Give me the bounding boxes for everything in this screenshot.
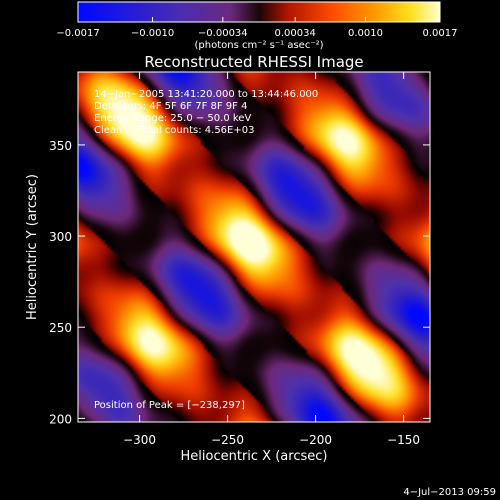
x-tick-label: −200 — [299, 433, 332, 447]
y-tick-label: 250 — [49, 321, 72, 335]
x-tick-label: −250 — [211, 433, 244, 447]
y-axis: 200 250 300 350 — [49, 139, 430, 426]
colorbar — [77, 1, 441, 23]
colorbar-tick-label: −0.0017 — [56, 28, 99, 39]
annotation-energy-range: Energy Range: 25.0 − 50.0 keV — [94, 113, 251, 124]
y-tick-label: 200 — [49, 412, 72, 426]
plot-frame — [77, 71, 431, 423]
colorbar-tick-label: 0.0010 — [348, 28, 383, 39]
timestamp: 4−Jul−2013 09:59 — [403, 487, 496, 498]
y-tick-label: 350 — [49, 139, 72, 153]
colorbar-tick-label: 0.0017 — [423, 28, 458, 39]
x-tick-label: −150 — [387, 433, 420, 447]
colorbar-unit-label: (photons cm⁻² s⁻¹ asec⁻²) — [194, 40, 323, 51]
colorbar-tick-label: 0.00034 — [275, 28, 316, 39]
chart-title: Reconstructed RHESSI Image — [144, 53, 363, 71]
colorbar-tick-label: −0.00034 — [198, 28, 248, 39]
x-axis: −300 −250 −200 −150 — [123, 72, 420, 447]
y-tick-label: 300 — [49, 230, 72, 244]
y-axis-label: Heliocentric Y (arcsec) — [25, 174, 40, 320]
x-axis-label: Heliocentric X (arcsec) — [181, 449, 328, 464]
x-tick-label: −300 — [123, 433, 156, 447]
annotation-time-range: 14−Jan−2005 13:41:20.000 to 13:44:46.000 — [94, 89, 318, 100]
peak-position-label: Position of Peak = [−238,297] — [94, 400, 245, 411]
annotation-detectors: Detectors: 4F 5F 6F 7F 8F 9F 4 — [94, 101, 247, 112]
colorbar-ticks: −0.0017 −0.0010 −0.00034 0.00034 0.0010 0.001… — [56, 17, 458, 39]
annotation-clean-counts: Clean Total counts: 4.56E+03 — [94, 125, 254, 136]
colorbar-tick-label: −0.0010 — [131, 28, 174, 39]
heatmap-image — [78, 72, 430, 422]
